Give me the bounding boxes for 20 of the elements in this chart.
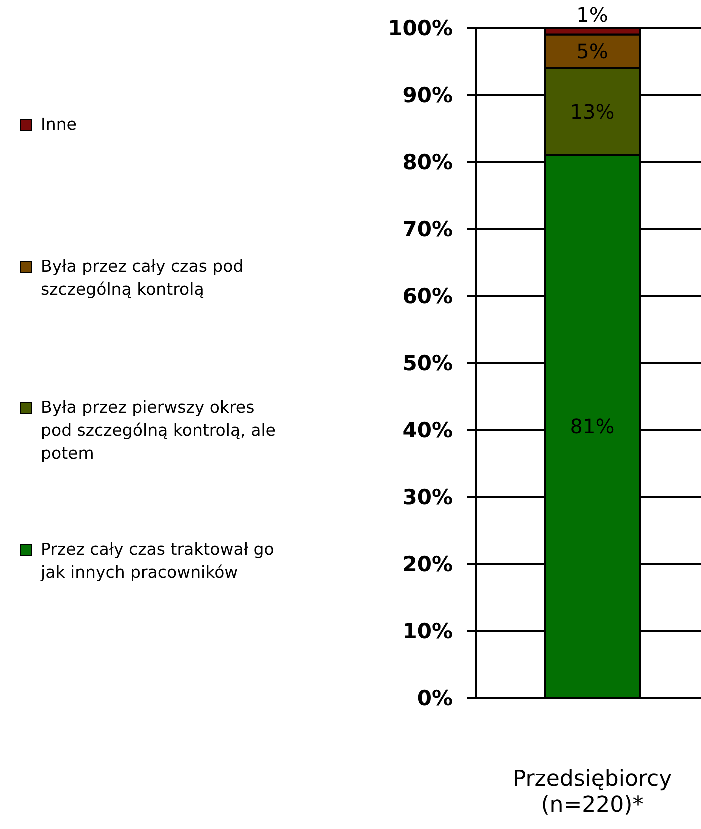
- y-tick-label: 10%: [402, 619, 453, 644]
- data-label: 5%: [576, 39, 608, 64]
- data-label: 81%: [570, 414, 615, 439]
- y-tick-label: 90%: [402, 83, 453, 108]
- data-label: 1%: [576, 3, 608, 27]
- y-tick-label: 50%: [402, 351, 453, 376]
- data-label: 13%: [570, 100, 615, 124]
- y-tick-label: 100%: [388, 16, 453, 40]
- legend-label: Przez cały czas traktował go jak innych pracowników: [41, 538, 274, 584]
- y-tick-label: 0%: [417, 686, 453, 710]
- legend-label: Była przez pierwszy okres pod szczególną kontrolą, ale potem: [41, 397, 276, 465]
- y-tick-label: 80%: [402, 150, 453, 174]
- legend-label: Była przez cały czas pod szczególną kontrolą: [41, 256, 244, 300]
- y-tick-label: 60%: [402, 284, 453, 308]
- y-tick-label: 20%: [402, 552, 453, 576]
- x-tick-label: Przedsiębiorcy (n=220)*: [512, 767, 672, 818]
- legend-label: Inne: [41, 114, 77, 136]
- y-tick-label: 40%: [402, 418, 453, 442]
- y-tick-label: 30%: [402, 485, 453, 510]
- y-tick-label: 70%: [402, 217, 453, 242]
